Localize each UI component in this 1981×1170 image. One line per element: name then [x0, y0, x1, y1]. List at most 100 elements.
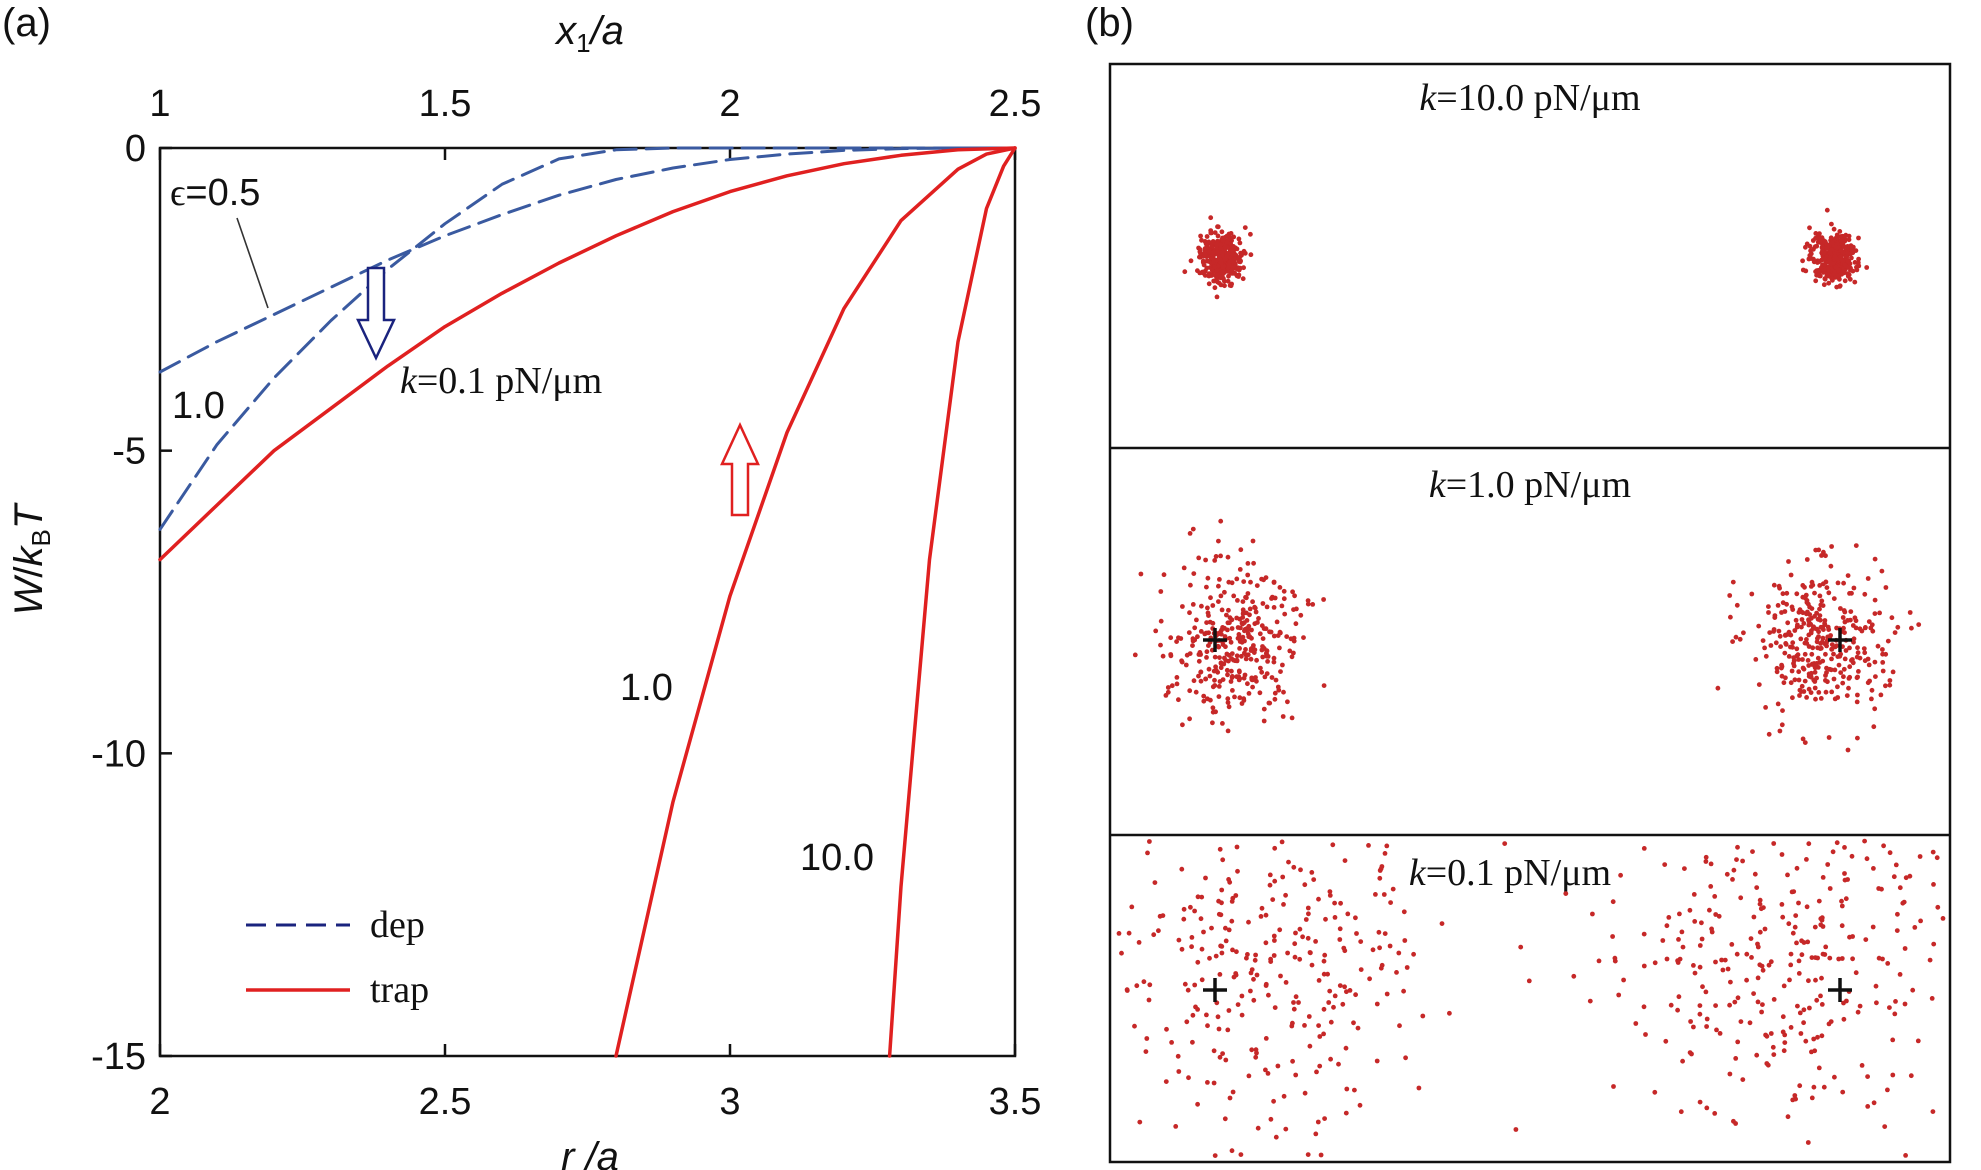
scatter-point — [1852, 279, 1858, 285]
trap-label-k0.1: k=0.1 pN/μm — [400, 360, 602, 402]
scatter-point — [1235, 265, 1241, 271]
scatter-point — [1225, 672, 1230, 678]
scatter-point — [1188, 904, 1193, 910]
scatter-point — [1853, 543, 1859, 548]
scatter-point — [1747, 1020, 1753, 1026]
scatter-point — [1820, 635, 1826, 641]
scatter-point — [1217, 577, 1222, 582]
scatter-point — [1234, 674, 1240, 680]
scatter-point — [1837, 283, 1843, 289]
scatter-point — [1272, 696, 1278, 702]
scatter-point — [1845, 271, 1850, 277]
scatter-point — [1903, 875, 1909, 881]
scatter-point — [1821, 549, 1826, 555]
scatter-point — [1377, 945, 1382, 951]
scatter-point — [1225, 696, 1231, 702]
scatter-point — [1199, 894, 1205, 900]
scatter-point — [1293, 621, 1299, 627]
scatter-point — [1263, 983, 1269, 988]
scatter-point — [1766, 731, 1772, 737]
x-tick-label: 2 — [149, 1081, 170, 1123]
scatter-point — [1915, 1038, 1921, 1044]
scatter-point — [1846, 685, 1851, 691]
scatter-point — [1206, 281, 1212, 287]
scatter-point — [1730, 877, 1735, 882]
scatter-point — [1763, 653, 1769, 659]
scatter-point — [1340, 1001, 1346, 1007]
scatter-point — [1842, 871, 1847, 876]
scatter-point — [1195, 268, 1200, 274]
scatter-point — [1307, 1043, 1313, 1049]
scatter-point — [1838, 238, 1844, 244]
scatter-point — [1815, 655, 1821, 661]
scatter-point — [1722, 957, 1728, 963]
scatter-point — [1727, 1002, 1732, 1008]
scatter-point — [1242, 650, 1247, 656]
scatter-point — [1327, 893, 1333, 898]
scatter-point — [1281, 902, 1286, 907]
scatter-point — [1829, 221, 1834, 227]
scatter-point — [1675, 958, 1680, 964]
scatter-point — [1323, 916, 1328, 922]
scatter-point — [1652, 1089, 1658, 1095]
scatter-point — [1863, 937, 1869, 942]
scatter-point — [1789, 604, 1795, 610]
scatter-point — [1755, 975, 1761, 981]
scatter-point — [1502, 841, 1508, 846]
scatter-point — [1704, 1016, 1710, 1022]
scatter-point — [1273, 1134, 1279, 1140]
scatter-point — [1282, 611, 1288, 617]
scatter-point — [1934, 855, 1940, 861]
scatter-point — [1751, 991, 1756, 996]
scatter-point — [1847, 664, 1853, 670]
scatter-point — [1847, 674, 1853, 680]
scatter-point — [1198, 669, 1204, 675]
scatter-point — [1224, 651, 1230, 657]
scatter-point — [1381, 892, 1387, 897]
scatter-point — [1850, 956, 1855, 962]
scatter-point — [1818, 602, 1824, 608]
scatter-point — [1269, 596, 1274, 601]
scatter-point — [1212, 683, 1218, 688]
scatter-point — [1664, 956, 1670, 962]
scatter-point — [1780, 914, 1786, 920]
scatter-point — [1832, 667, 1838, 673]
scatter-point — [1786, 654, 1792, 659]
scatter-point — [1209, 255, 1215, 261]
scatter-point — [1194, 617, 1199, 623]
scatter-point — [1794, 646, 1800, 652]
scatter-point — [1842, 845, 1847, 850]
scatter-point — [1735, 1039, 1741, 1045]
scatter-point — [1226, 607, 1231, 613]
scatter-point — [1259, 905, 1265, 911]
scatter-point — [1802, 740, 1808, 745]
scatter-point — [1270, 897, 1276, 902]
scatter-point — [1733, 634, 1739, 640]
scatter-point — [1255, 620, 1260, 625]
scatter-point — [1727, 1071, 1733, 1077]
scatter-point — [1190, 1039, 1195, 1045]
scatter-point — [1259, 623, 1265, 629]
scatter-point — [1808, 690, 1814, 695]
scatter-point — [1790, 1097, 1796, 1103]
scatter-point — [1376, 929, 1382, 935]
scatter-point — [1805, 658, 1811, 663]
scatter-point — [1271, 655, 1277, 661]
scatter-point — [1794, 591, 1800, 597]
scatter-point — [1342, 948, 1348, 954]
scatter-point — [1754, 885, 1760, 890]
scatter-point — [1611, 1084, 1616, 1089]
scatter-point — [1394, 970, 1399, 975]
scatter-point — [1248, 656, 1254, 662]
scatter-point — [1254, 678, 1259, 684]
scatter-point — [1257, 631, 1263, 637]
scatter-point — [1730, 579, 1736, 585]
scatter-point — [1219, 950, 1225, 956]
scatter-point — [1760, 638, 1766, 643]
scatter-point — [1223, 644, 1228, 650]
scatter-point — [1828, 563, 1834, 569]
scatter-point — [1387, 943, 1393, 949]
scatter-point — [1819, 639, 1825, 645]
scatter-point — [1680, 1058, 1685, 1064]
scatter-point — [1897, 972, 1903, 977]
